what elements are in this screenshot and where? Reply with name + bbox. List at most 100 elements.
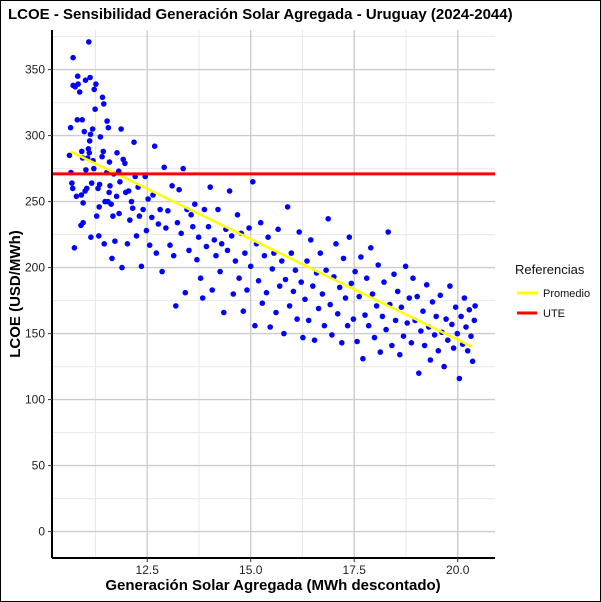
data-point [232,258,239,264]
data-point [170,252,177,259]
data-point [110,213,116,219]
data-point [300,334,306,341]
data-point [140,206,146,213]
data-point [397,351,403,358]
y-tick-label: 300 [25,129,45,143]
data-point [325,216,332,222]
data-point [201,206,208,213]
y-axis-title: LCOE (USD/MWh) [7,230,24,357]
data-point [149,214,155,221]
data-point [358,254,364,260]
data-point [421,342,428,349]
data-point [104,118,110,124]
reference-lines [52,150,495,348]
data-point [354,338,360,345]
data-point [96,233,102,239]
data-point [416,370,422,377]
data-point [327,301,334,308]
data-point [117,179,123,185]
data-point [116,210,122,217]
data-point [449,321,455,328]
data-point [414,293,421,300]
data-point [75,81,81,87]
data-point [83,167,89,173]
data-point [71,245,78,251]
data-point [383,326,389,333]
data-point [182,289,189,296]
data-point [319,291,326,297]
data-point [88,234,94,240]
data-point [151,143,158,149]
data-point [305,317,312,324]
y-tick-label: 250 [25,195,45,209]
data-point [192,201,198,207]
data-point [73,193,80,200]
data-point [468,333,474,340]
data-point [447,283,453,289]
data-point [165,208,171,214]
data-point [294,316,300,322]
data-point [363,275,370,282]
y-tick-label: 150 [25,327,45,341]
data-point [240,308,247,315]
data-point [389,342,395,349]
data-point [333,241,339,247]
y-tick-label: 350 [25,63,45,77]
scatter-points [66,39,478,382]
data-point [93,81,99,87]
data-point [122,160,128,167]
data-point [69,185,76,192]
data-point [96,204,102,210]
data-point [118,126,124,132]
data-point [346,234,353,240]
data-point [463,324,469,330]
data-point [261,252,268,259]
data-point [369,291,376,297]
data-point [169,183,175,189]
data-point [406,295,413,301]
data-point [437,292,444,299]
data-point [180,165,186,172]
data-point [472,303,478,309]
data-point [145,196,151,202]
plot-panel [52,30,495,558]
x-tick-label: 20.0 [446,563,470,577]
data-point [236,275,242,282]
data-point [242,250,248,256]
data-point [340,255,347,262]
data-point [100,148,107,155]
data-point [195,234,202,240]
data-point [167,242,173,248]
data-point [97,134,104,140]
data-point [391,271,397,278]
data-point [321,322,328,329]
data-point [133,233,140,239]
data-point [226,188,233,194]
data-point [281,330,287,337]
data-point [107,183,113,189]
data-point [199,295,206,301]
data-point [379,313,386,320]
data-point [290,288,297,295]
data-point [429,299,436,305]
data-point [296,229,303,235]
data-point [91,165,97,172]
data-point [454,330,461,337]
data-point [188,212,194,218]
data-point [334,311,341,317]
data-point [106,159,113,165]
data-point [207,184,213,190]
data-point [173,303,179,309]
data-point [84,185,90,192]
data-point [186,247,192,254]
data-point [371,334,378,341]
data-point [273,309,279,316]
data-point [80,219,86,226]
data-point [344,322,351,329]
data-point [87,131,94,138]
data-point [67,124,74,131]
data-point [404,320,411,326]
data-point [368,245,374,251]
data-point [114,150,120,156]
